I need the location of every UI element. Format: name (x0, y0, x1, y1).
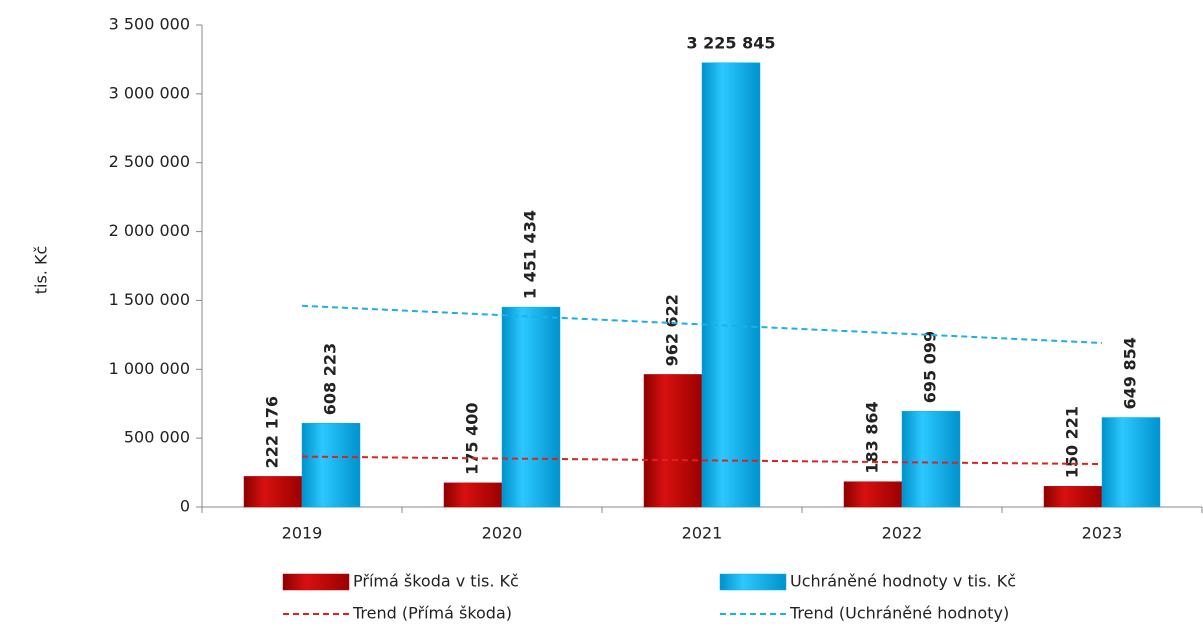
data-label: 1 451 434 (521, 210, 540, 299)
data-label: 3 225 845 (686, 33, 775, 52)
y-tick-label: 3 500 000 (109, 15, 190, 34)
data-label: 695 099 (921, 331, 940, 403)
y-tick-label: 1 500 000 (109, 290, 190, 309)
data-label-bg (662, 290, 684, 371)
legend-swatch (719, 573, 787, 591)
data-label: 222 176 (263, 396, 282, 468)
y-axis-label: tis. Kč (32, 246, 51, 295)
data-label-bg (262, 392, 284, 473)
x-tick-label: 2021 (682, 524, 723, 543)
bar (843, 481, 903, 508)
data-label: 649 854 (1121, 337, 1140, 409)
x-tick-label: 2019 (282, 524, 323, 543)
bar (243, 476, 303, 508)
y-tick-label: 2 000 000 (109, 221, 190, 240)
legend-label: Uchráněné hodnoty v tis. Kč (790, 572, 1016, 591)
data-label-bg (520, 206, 542, 304)
data-label: 183 864 (863, 401, 882, 473)
legend-label: Přímá škoda v tis. Kč (353, 572, 519, 591)
bar (301, 422, 361, 508)
bar (1101, 417, 1161, 508)
legend-swatch (282, 573, 350, 591)
bar (501, 306, 561, 508)
y-tick-label: 500 000 (124, 428, 190, 447)
bar (443, 482, 503, 508)
data-label-bg (320, 338, 342, 420)
x-tick-label: 2020 (482, 524, 523, 543)
trend-line (301, 455, 1103, 466)
bar (901, 411, 961, 508)
legend-label: Trend (Přímá škoda) (352, 604, 512, 623)
data-label-bg (920, 326, 942, 408)
data-label: 608 223 (321, 343, 340, 415)
data-label: 962 622 (663, 294, 682, 366)
data-label: 175 400 (463, 402, 482, 474)
data-label-bg (862, 397, 884, 478)
bar (643, 374, 703, 508)
y-tick-label: 3 000 000 (109, 83, 190, 102)
data-label: 150 221 (1063, 406, 1082, 478)
legend-label: Trend (Uchráněné hodnoty) (789, 604, 1009, 623)
y-tick-label: 0 (180, 497, 190, 516)
bar (1043, 486, 1103, 508)
trend-line (301, 304, 1103, 344)
data-label-bg (1120, 333, 1142, 414)
x-tick-label: 2023 (1082, 524, 1123, 543)
y-tick-label: 2 500 000 (109, 152, 190, 171)
x-tick-label: 2022 (882, 524, 923, 543)
bar (701, 62, 761, 508)
data-label-bg (1062, 401, 1084, 483)
y-tick-label: 1 000 000 (109, 359, 190, 378)
